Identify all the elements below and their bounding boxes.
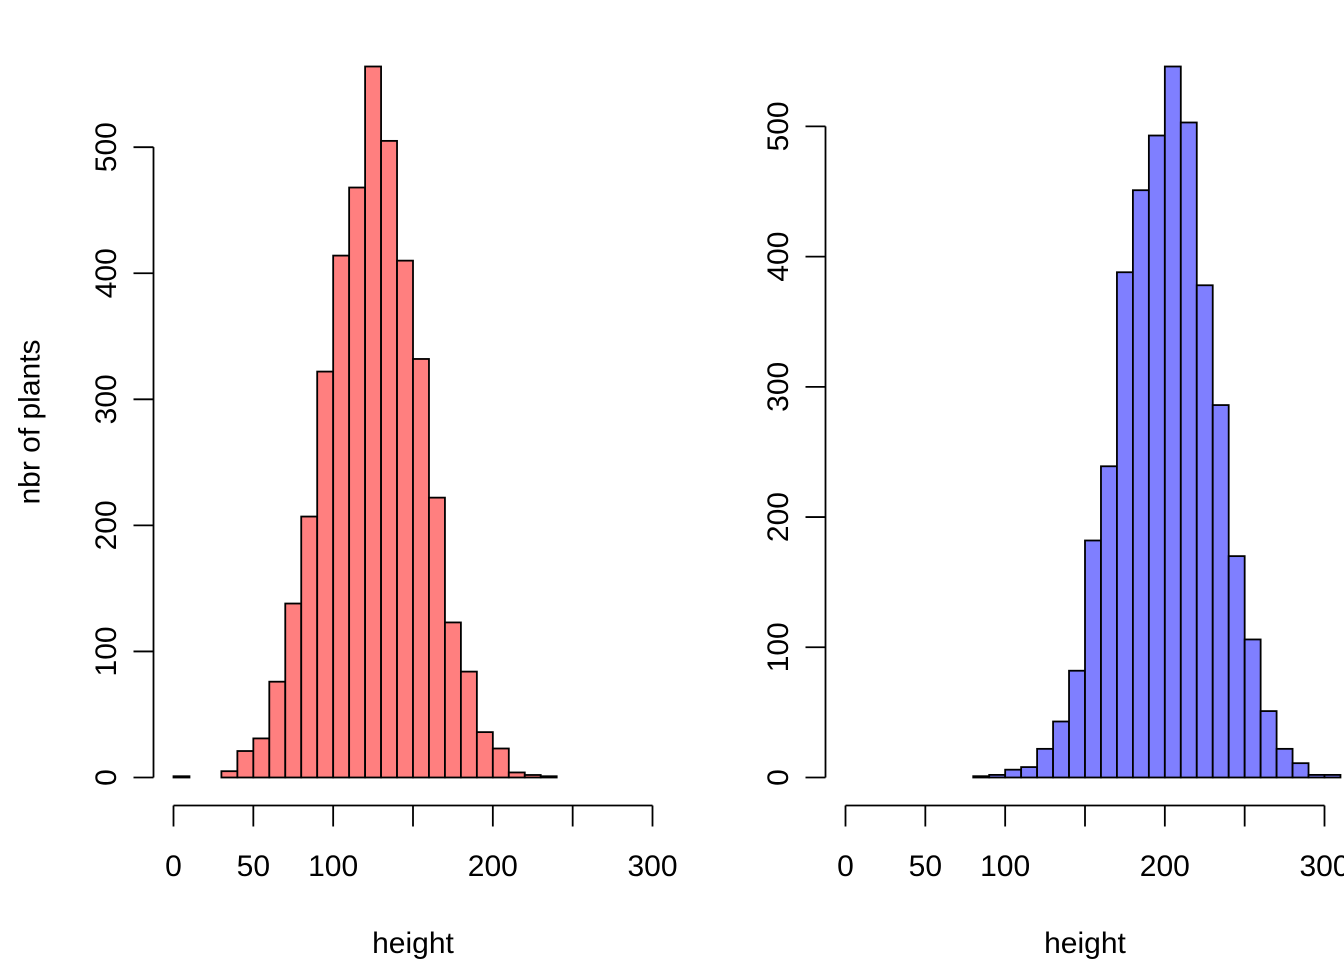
histogram-bar [316,370,335,779]
x-axis-title: height [372,927,454,960]
histogram-bar [412,358,430,779]
y-tick-label: 100 [762,622,795,672]
y-tick-label: 300 [762,362,795,412]
histogram-bar [1100,465,1118,779]
x-tick-label: 50 [909,850,942,883]
histogram-bar [1323,773,1342,779]
y-tick-label: 100 [90,626,123,676]
histogram-bar [428,496,446,779]
histogram-bar [1259,710,1278,779]
y-tick-label: 0 [90,769,123,786]
histogram-bar [396,259,414,779]
x-tick-label: 200 [468,850,518,883]
histogram-bar [1020,766,1039,779]
histogram-bar [1116,271,1134,779]
y-tick-label: 300 [90,374,123,424]
histogram-bar [236,750,255,779]
histogram-bar [380,139,398,779]
histogram-bar [332,254,351,779]
histogram-bar [1004,768,1023,779]
y-tick-label: 400 [762,232,795,282]
histogram-bar [507,771,526,779]
histogram-bar [1052,720,1070,779]
histogram-bars [172,65,558,779]
histogram-bar [1243,638,1262,779]
histogram-bar [1147,134,1166,779]
x-tick-label: 200 [1140,850,1190,883]
x-tick-label: 50 [237,850,270,883]
y-tick-label: 200 [90,500,123,550]
histogram-bar [1179,121,1198,779]
histogram-bar [1307,773,1326,779]
histogram-bar [523,774,542,779]
histogram-bar [459,670,478,779]
y-tick-label: 0 [762,769,795,786]
y-tick-label: 200 [762,492,795,542]
histogram-bar [300,515,319,779]
histogram-bar [252,737,271,779]
y-tick-label: 400 [90,248,123,298]
right-histogram-panel: 0 100 200 300 400 500 0 50 100 200 300 height [762,65,1344,960]
histogram-bar [539,775,558,779]
histogram-bar [491,747,510,779]
y-axis-title: nbr of plants [14,339,47,504]
histogram-bar [284,602,303,779]
histogram-bar [1275,747,1294,779]
x-tick-label: 0 [165,850,182,883]
histogram-bar [268,680,287,779]
x-tick-label: 100 [980,850,1030,883]
histogram-bar [364,65,382,779]
histogram-bar [220,770,239,779]
histogram-bars [972,65,1342,779]
histogram-bar [475,731,494,779]
histogram-bar [1211,404,1230,779]
histogram-bar [1036,747,1054,779]
histogram-bar [1132,189,1150,779]
histogram-bar [1163,65,1182,779]
y-tick-label: 500 [762,101,795,151]
x-tick-label: 100 [308,850,358,883]
histogram-bar [172,775,191,779]
histogram-bar [972,775,991,779]
x-axis-title: height [1044,927,1126,960]
histogram-bar [1195,284,1214,779]
x-tick-label: 300 [627,850,677,883]
histogram-bar [1068,669,1086,779]
x-tick-label: 0 [837,850,854,883]
y-tick-label: 500 [90,122,123,172]
x-tick-label: 300 [1299,850,1344,883]
histogram-bar [444,621,462,779]
histogram-bar [988,773,1007,779]
histogram-bar [1291,762,1310,779]
histogram-bar [1084,539,1102,779]
histogram-bar [348,186,366,779]
left-histogram-panel: 0 100 200 300 400 500 0 50 100 200 300 height nbr of… [14,65,678,960]
histogram-bar [1227,555,1246,779]
